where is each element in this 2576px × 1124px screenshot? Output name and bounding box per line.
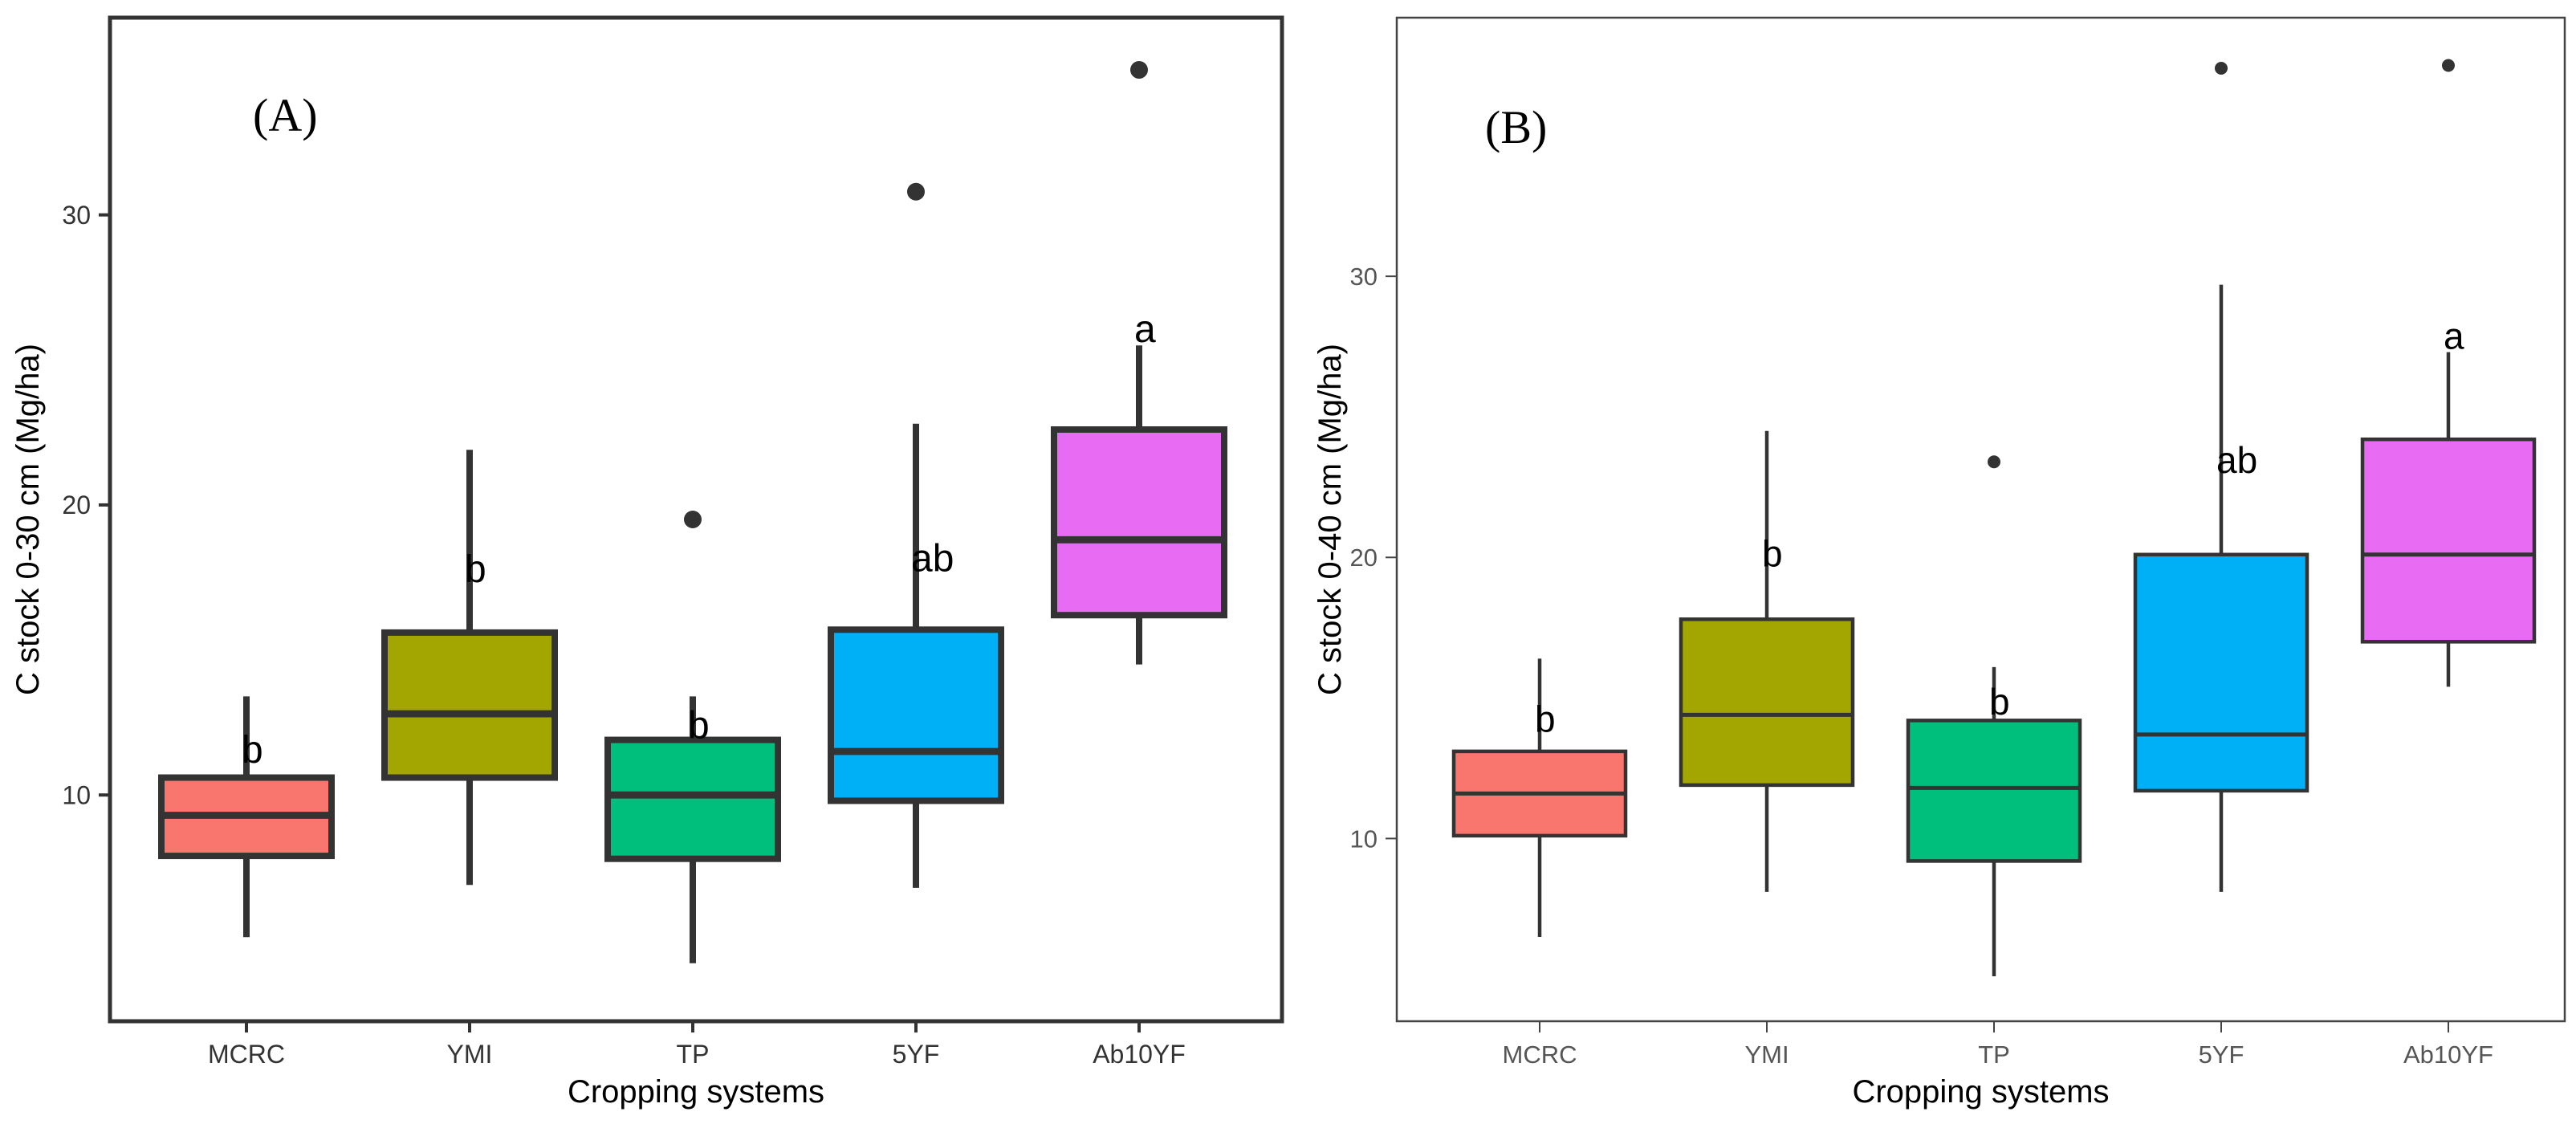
significance-letter: ab	[2216, 439, 2257, 481]
x-tick-label: 5YF	[2199, 1041, 2244, 1069]
x-tick-label: TP	[1978, 1041, 2010, 1069]
significance-letter: ab	[911, 537, 954, 580]
significance-letter: a	[2444, 316, 2464, 357]
y-tick-label: 30	[1350, 263, 1378, 291]
panel-label: (B)	[1485, 101, 1547, 153]
y-tick-label: 10	[1350, 825, 1378, 853]
y-axis-label: C stock 0-40 cm (Mg/ha)	[1312, 344, 1348, 695]
outlier-point	[1130, 61, 1148, 79]
x-axis-label: Cropping systems	[1852, 1074, 2109, 1110]
significance-letter: b	[1989, 681, 2010, 723]
box-iqr	[1679, 617, 1855, 788]
significance-letter: b	[242, 729, 263, 772]
box-iqr	[828, 626, 1004, 804]
y-tick-label: 30	[62, 201, 91, 230]
x-axis-label: Cropping systems	[568, 1074, 824, 1110]
outlier-point	[2442, 59, 2455, 72]
outlier-point	[684, 511, 702, 528]
outlier-point	[907, 182, 925, 201]
box-iqr	[604, 736, 781, 862]
x-tick-label: YMI	[447, 1040, 493, 1069]
panel-frame	[108, 15, 1284, 1024]
outlier-point	[1988, 455, 2000, 469]
box-iqr	[2133, 552, 2309, 793]
x-tick-label: MCRC	[1503, 1041, 1577, 1069]
y-axis-label: C stock 0-30 cm (Mg/ha)	[10, 344, 46, 695]
x-tick-label: 5YF	[893, 1040, 940, 1069]
panel-frame	[1395, 16, 2566, 1023]
x-tick-label: Ab10YF	[1093, 1040, 1186, 1069]
significance-letter: b	[1762, 532, 1783, 574]
x-tick-label: MCRC	[208, 1040, 285, 1069]
box-iqr	[2360, 437, 2537, 644]
box-iqr	[1051, 426, 1227, 619]
y-tick-label: 10	[62, 780, 91, 809]
y-tick-label: 20	[1350, 544, 1378, 572]
box-iqr	[1906, 719, 2082, 863]
significance-letter: b	[465, 548, 486, 591]
x-tick-label: Ab10YF	[2403, 1041, 2493, 1069]
x-tick-label: YMI	[1744, 1041, 1789, 1069]
significance-letter: a	[1134, 308, 1156, 351]
box-iqr	[381, 629, 558, 781]
x-tick-label: TP	[677, 1040, 710, 1069]
outlier-point	[2215, 62, 2228, 75]
significance-letter: b	[688, 704, 710, 747]
y-tick-label: 20	[62, 491, 91, 519]
panel-label: (A)	[253, 89, 318, 141]
significance-letter: b	[1535, 698, 1556, 740]
